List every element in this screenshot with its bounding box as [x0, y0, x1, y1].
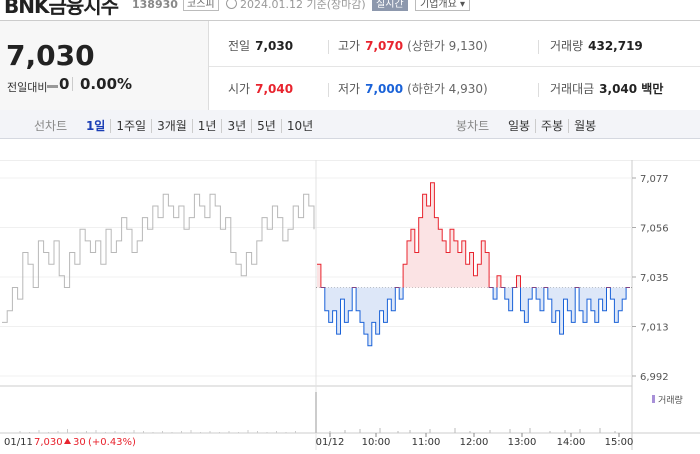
stat-label: 시가 [228, 82, 251, 96]
prev-day-change: 30 [73, 437, 86, 448]
stat-value: 432,719 [588, 39, 643, 53]
divider [328, 83, 329, 97]
y-tick-label: 7,056 [640, 224, 669, 235]
stat-value: 3,040 백만 [599, 82, 664, 96]
x-tick-label: 10:00 [362, 437, 391, 448]
candle-tab-2[interactable]: 월봉 [574, 119, 597, 133]
stat-value: 7,070 [365, 39, 404, 53]
stat-label: 전일 [228, 39, 251, 53]
volume-legend-swatch [652, 395, 655, 403]
flat-change-icon [47, 85, 58, 88]
stat-open: 시가 7,040 [228, 80, 293, 97]
stat-high: 고가 7,070 (상한가 9,130) [338, 37, 488, 54]
x-tick-label: 14:00 [557, 437, 586, 448]
stat-low: 저가 7,000 (하한가 4,930) [338, 80, 488, 97]
date-basis: 2024.01.12 기준(장마감) [240, 0, 366, 11]
x-tick-label: 12:00 [460, 437, 489, 448]
market-badge: 코스피 [183, 0, 219, 11]
period-tab-0[interactable]: 1일 [80, 119, 112, 133]
overview-label: 기업개요 [420, 0, 457, 10]
divider [209, 66, 700, 67]
stock-code: 138930 [132, 0, 178, 11]
candle-tab-1[interactable]: 주봉 [536, 119, 570, 133]
x-tick-label: 01/12 [316, 437, 345, 448]
volume-legend-label: 거래량 [658, 394, 683, 406]
change-percent: 0.00% [80, 75, 133, 93]
period-tab-5[interactable]: 5년 [252, 119, 282, 133]
stat-label: 거래대금 [550, 82, 595, 96]
realtime-button[interactable]: 실시간 [372, 0, 408, 11]
stat-value: 7,000 [365, 82, 404, 96]
clock-icon [226, 0, 237, 9]
stat-label: 거래량 [550, 39, 584, 53]
stat-value: 7,040 [255, 82, 294, 96]
period-tab-2[interactable]: 3개월 [152, 119, 193, 133]
x-tick-label: 11:00 [412, 437, 441, 448]
change-value: 0 [59, 75, 70, 93]
stat-label: 저가 [338, 82, 361, 96]
price-summary: 7,030 전일대비 0 0.00% 전일 7,030 고가 7,070 (상한가 9… [0, 20, 700, 112]
stat-volume: 거래량 432,719 [550, 37, 643, 54]
candle-chart-tabs: 봉차트 일봉 주봉 월봉 [456, 117, 601, 134]
line-chart-tabs: 선차트 1일 1주일 3개월 1년 3년 5년 10년 [34, 117, 318, 134]
prev-day-close: 7,030 [34, 437, 63, 448]
current-price: 7,030 [6, 39, 95, 72]
y-tick-label: 6,992 [640, 372, 669, 383]
stat-sub: (하한가 4,930) [407, 82, 488, 96]
price-chart-svg: 7,077 7,056 7,035 7,013 6,992 거래량 01/12 10:00 11… [0, 159, 700, 450]
change-label: 전일대비 [7, 81, 48, 94]
x-tick-label: 13:00 [508, 437, 537, 448]
x-tick-label: 15:00 [605, 437, 634, 448]
period-tab-6[interactable]: 10년 [286, 119, 314, 133]
price-chart[interactable]: 7,077 7,056 7,035 7,013 6,992 거래량 01/12 10:00 11… [0, 159, 700, 450]
company-overview-button[interactable]: 기업개요 ▾ [415, 0, 471, 11]
y-tick-label: 7,013 [640, 323, 669, 334]
today-up-line [317, 182, 630, 288]
divider [328, 40, 329, 54]
today-down-line [320, 287, 630, 347]
divider [538, 83, 539, 97]
period-tab-1[interactable]: 1주일 [111, 119, 153, 133]
divider [72, 77, 73, 91]
prev-day-date: 01/11 [4, 437, 33, 448]
stock-header: BNK금융지주 138930 코스피 2024.01.12 기준(장마감) 실시… [0, 0, 700, 20]
stat-value: 7,030 [255, 39, 294, 53]
chart-period-tabs: 선차트 1일 1주일 3개월 1년 3년 5년 10년 봉차트 일봉 주봉 월봉 [0, 110, 700, 139]
candle-chart-label: 봉차트 [456, 119, 490, 133]
prev-day-change-pct: (+0.43%) [88, 437, 136, 448]
stat-amount: 거래대금 3,040 백만 [550, 80, 663, 97]
divider [538, 40, 539, 54]
prev-day-line [2, 193, 315, 323]
line-chart-label: 선차트 [34, 119, 68, 133]
y-tick-label: 7,077 [640, 174, 669, 185]
candle-tab-0[interactable]: 일봉 [502, 119, 537, 133]
stat-label: 고가 [338, 39, 361, 53]
stat-sub: (상한가 9,130) [407, 39, 488, 53]
period-tab-4[interactable]: 3년 [222, 119, 253, 133]
period-tab-3[interactable]: 1년 [192, 119, 223, 133]
stat-prev-close: 전일 7,030 [228, 37, 293, 54]
current-price-box: 7,030 전일대비 0 0.00% [0, 21, 209, 111]
company-name[interactable]: BNK금융지주 [4, 0, 119, 18]
up-triangle-icon [64, 438, 71, 444]
y-tick-label: 7,035 [640, 273, 669, 284]
